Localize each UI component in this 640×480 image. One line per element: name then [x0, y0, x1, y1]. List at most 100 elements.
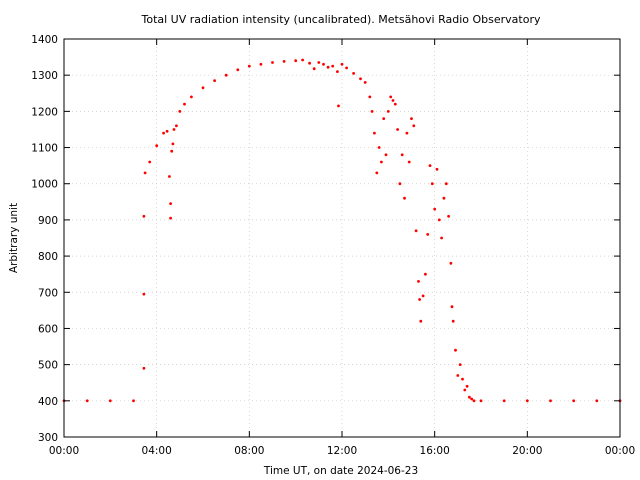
x-tick-label: 08:00 — [234, 445, 264, 457]
y-tick-label: 600 — [38, 323, 58, 335]
data-point — [461, 377, 464, 381]
y-tick-label: 1300 — [31, 70, 58, 82]
data-point — [424, 272, 427, 276]
data-point — [294, 59, 298, 63]
data-point — [271, 61, 274, 64]
data-point — [479, 399, 483, 403]
data-point — [549, 399, 552, 403]
data-point — [165, 129, 169, 133]
data-point — [236, 68, 240, 72]
data-point — [259, 62, 263, 66]
data-point — [444, 182, 448, 186]
data-point — [368, 95, 372, 99]
data-point — [326, 65, 330, 69]
data-point — [345, 66, 348, 70]
data-point — [419, 319, 423, 323]
data-point — [456, 374, 460, 377]
data-point — [337, 104, 340, 108]
data-point — [190, 95, 193, 99]
x-tick-label: 20:00 — [512, 445, 542, 457]
data-point — [449, 261, 453, 265]
y-tick-label: 300 — [38, 432, 58, 444]
data-point — [428, 164, 432, 168]
data-point — [421, 294, 425, 298]
data-point — [463, 388, 467, 392]
data-point — [142, 366, 146, 370]
data-point — [442, 196, 446, 200]
x-tick-label: 04:00 — [142, 445, 172, 457]
data-point — [171, 142, 175, 146]
y-axis-label: Arbitrary unit — [8, 203, 20, 273]
y-tick-label: 500 — [38, 360, 58, 372]
y-tick-label: 400 — [38, 396, 58, 408]
x-tick-label: 12:00 — [327, 445, 357, 457]
data-point — [201, 86, 205, 90]
data-point — [525, 399, 529, 403]
data-point — [382, 117, 386, 120]
y-tick-label: 1400 — [31, 34, 58, 46]
data-point — [400, 153, 404, 157]
data-point — [430, 182, 434, 186]
data-point — [340, 62, 344, 66]
data-point — [108, 399, 112, 403]
data-point — [454, 348, 457, 352]
y-tick-label: 1100 — [31, 143, 58, 155]
y-tick-label: 1200 — [31, 106, 58, 118]
chart-title: Total UV radiation intensity (uncalibrat… — [141, 13, 541, 26]
data-point — [352, 72, 355, 75]
data-point — [595, 399, 599, 403]
x-tick-label: 00:00 — [605, 445, 635, 457]
data-point — [437, 218, 441, 222]
data-point — [142, 214, 146, 218]
data-point — [389, 95, 393, 99]
data-point — [336, 70, 339, 73]
data-point — [391, 99, 395, 102]
data-point — [370, 110, 374, 113]
y-tick-label: 700 — [38, 287, 58, 299]
data-point — [468, 395, 471, 399]
data-point — [282, 60, 286, 63]
data-point — [403, 196, 406, 200]
data-point — [172, 128, 176, 131]
data-point — [417, 280, 420, 283]
data-point — [407, 160, 411, 164]
data-point — [396, 128, 399, 131]
data-point — [359, 77, 362, 81]
data-point — [308, 61, 311, 65]
data-point — [414, 229, 418, 233]
data-point — [435, 167, 439, 171]
data-point — [224, 73, 228, 77]
data-point — [418, 298, 421, 301]
data-point — [380, 160, 383, 164]
data-point — [317, 61, 321, 64]
data-point — [373, 131, 376, 135]
data-point — [410, 117, 413, 120]
data-point — [183, 102, 186, 106]
data-point — [213, 79, 217, 82]
data-point — [169, 202, 173, 206]
y-tick-label: 900 — [38, 215, 58, 227]
data-point — [465, 384, 469, 388]
data-point — [386, 110, 390, 113]
data-point — [168, 175, 171, 178]
data-point — [450, 305, 454, 309]
data-point — [572, 399, 576, 403]
data-point — [363, 81, 367, 84]
data-point — [398, 182, 402, 186]
data-point — [502, 399, 506, 403]
data-point — [384, 153, 388, 157]
data-point — [175, 124, 178, 128]
data-point — [85, 399, 89, 403]
data-point — [440, 236, 443, 240]
data-point — [412, 124, 416, 128]
data-point — [331, 64, 335, 68]
data-point — [312, 67, 316, 71]
data-point — [148, 160, 152, 164]
data-point — [472, 399, 476, 403]
grid — [64, 39, 620, 437]
y-tick-label: 1000 — [31, 179, 58, 191]
data-point — [247, 64, 251, 68]
y-tick-label: 800 — [38, 251, 58, 263]
x-tick-label: 00:00 — [49, 445, 79, 457]
